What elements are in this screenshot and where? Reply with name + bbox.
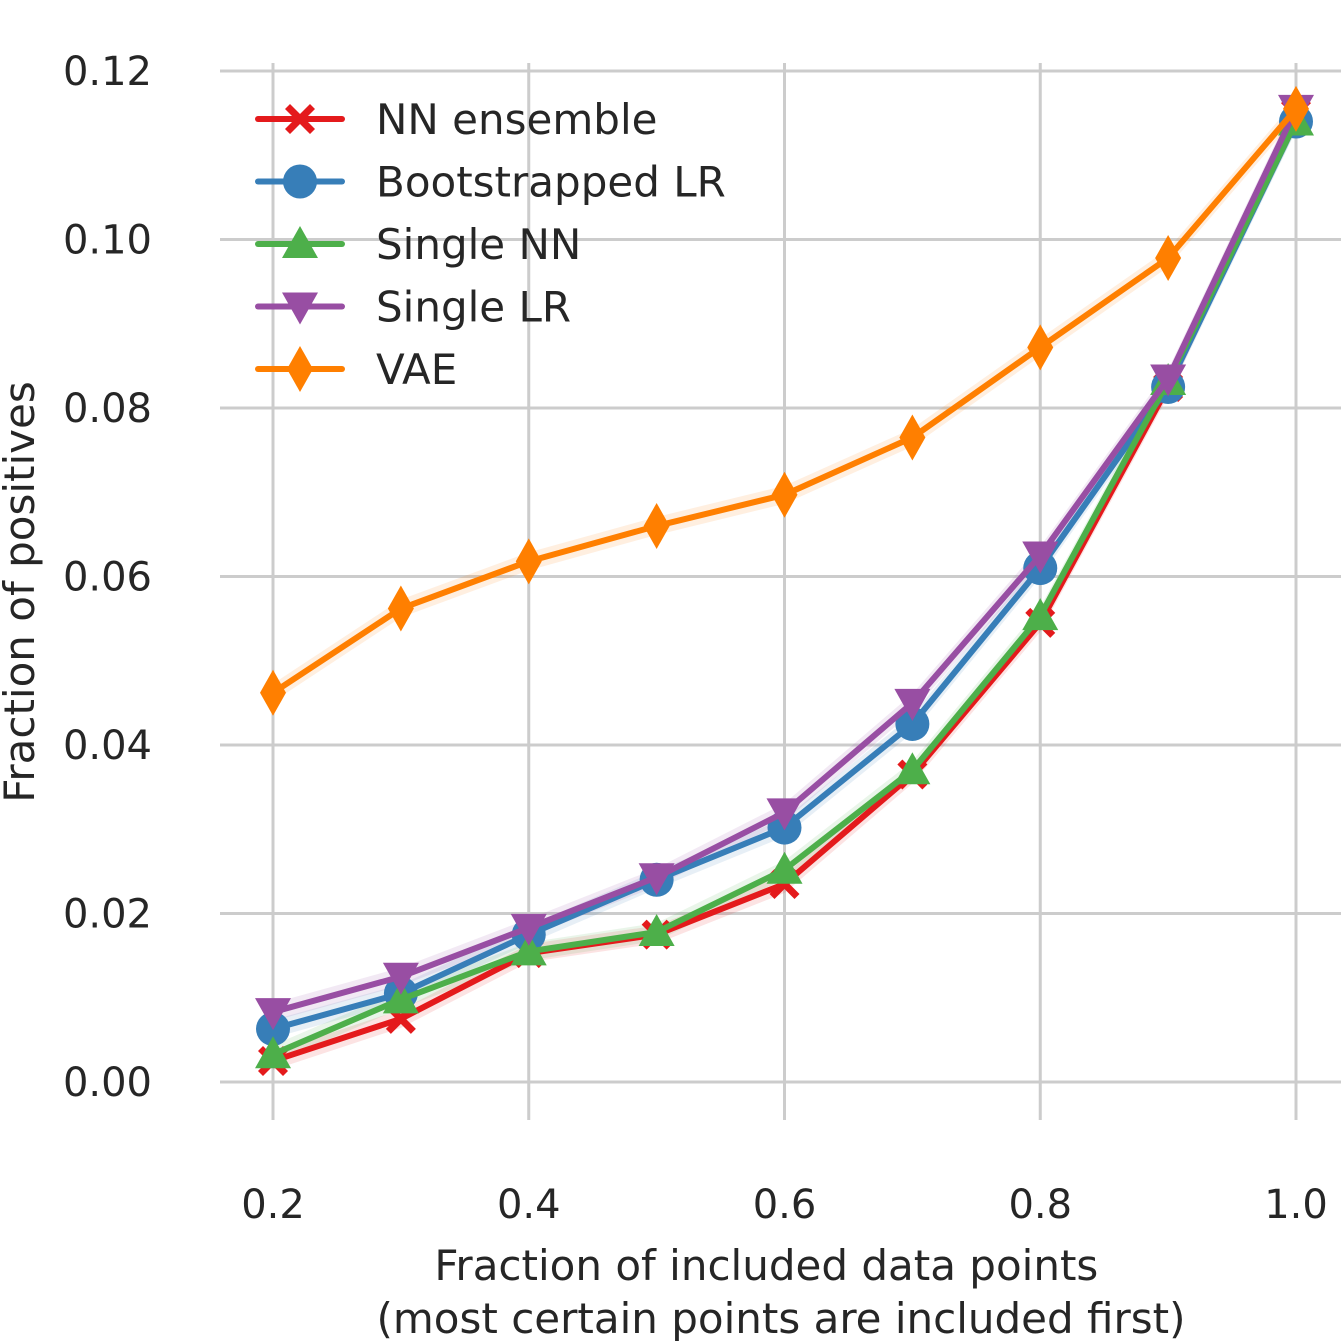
vae-series [260, 85, 1309, 716]
single-nn-point [894, 752, 931, 785]
single-lr-point [510, 913, 547, 946]
single-nn-point [638, 914, 675, 947]
legend-label: Bootstrapped LR [376, 158, 726, 207]
single-lr-point [255, 998, 291, 1031]
x-tick-labels: 0.2 0.4 0.6 0.8 1.0 [241, 1182, 1328, 1228]
single-nn-point [1022, 598, 1059, 631]
single-nn-point [255, 1036, 291, 1069]
single-lr-point [766, 798, 803, 831]
legend-marker [282, 226, 318, 258]
single-nn-point [382, 981, 419, 1014]
single-lr-point [638, 863, 675, 896]
single-nn-point [510, 933, 547, 966]
vae-point [387, 585, 414, 632]
y-axis-label: Fraction of positives [0, 381, 44, 802]
series-lines [255, 85, 1314, 1076]
x-tick-label: 0.2 [241, 1182, 305, 1228]
x-axis-label-line-1: Fraction of included data points [434, 1241, 1098, 1290]
legend-item-single-lr: Single LR [255, 283, 571, 332]
y-tick-label: 0.12 [63, 49, 152, 95]
y-tick-label: 0.08 [63, 386, 152, 432]
legend-label: VAE [376, 345, 457, 394]
legend-marker [282, 292, 318, 325]
vae-point [899, 414, 926, 461]
legend-marker [285, 104, 315, 134]
legend-item-bootstrapped-lr: Bootstrapped LR [255, 158, 726, 207]
single-lr-point [894, 688, 931, 721]
legend-item-single-nn: Single NN [255, 220, 581, 269]
x-axis-label: Fraction of included data points (most c… [377, 1241, 1186, 1341]
bootstrapped-lr-point [895, 706, 930, 741]
vae-point [771, 471, 798, 518]
single-lr-point [382, 962, 419, 995]
x-tick-label: 1.0 [1264, 1182, 1328, 1228]
x-tick-label: 0.6 [753, 1182, 817, 1228]
vae-point [1155, 235, 1182, 282]
single-lr-point [1022, 541, 1059, 574]
single-nn-point [766, 851, 803, 884]
vae-point [1283, 85, 1309, 132]
y-tick-label: 0.00 [63, 1060, 152, 1106]
grid [220, 63, 1341, 1120]
legend: NN ensemble Bootstrapped LR Single NN Singl… [255, 95, 726, 394]
x-tick-label: 0.8 [1008, 1182, 1072, 1228]
legend-item-nn-ensemble: NN ensemble [255, 95, 657, 144]
legend-item-vae: VAE [255, 345, 457, 394]
vae-point [260, 669, 286, 716]
y-tick-label: 0.06 [63, 555, 152, 601]
vae-point [515, 538, 542, 585]
y-tick-label: 0.04 [63, 723, 152, 769]
single-nn-series [255, 103, 1314, 1069]
y-tick-label: 0.02 [63, 892, 152, 938]
legend-label: Single LR [376, 283, 571, 332]
legend-marker [283, 164, 317, 199]
single-lr-point [1150, 364, 1187, 397]
vae-point [643, 502, 670, 549]
y-tick-label: 0.10 [63, 218, 152, 264]
x-axis-label-line-2: (most certain points are included first) [377, 1294, 1186, 1341]
legend-marker [287, 346, 313, 392]
x-tick-label: 0.4 [497, 1182, 561, 1228]
legend-label: Single NN [376, 220, 581, 269]
vae-point [1027, 324, 1054, 371]
legend-label: NN ensemble [376, 95, 657, 144]
y-tick-labels: 0.00 0.02 0.04 0.06 0.08 0.10 0.12 [63, 49, 152, 1106]
